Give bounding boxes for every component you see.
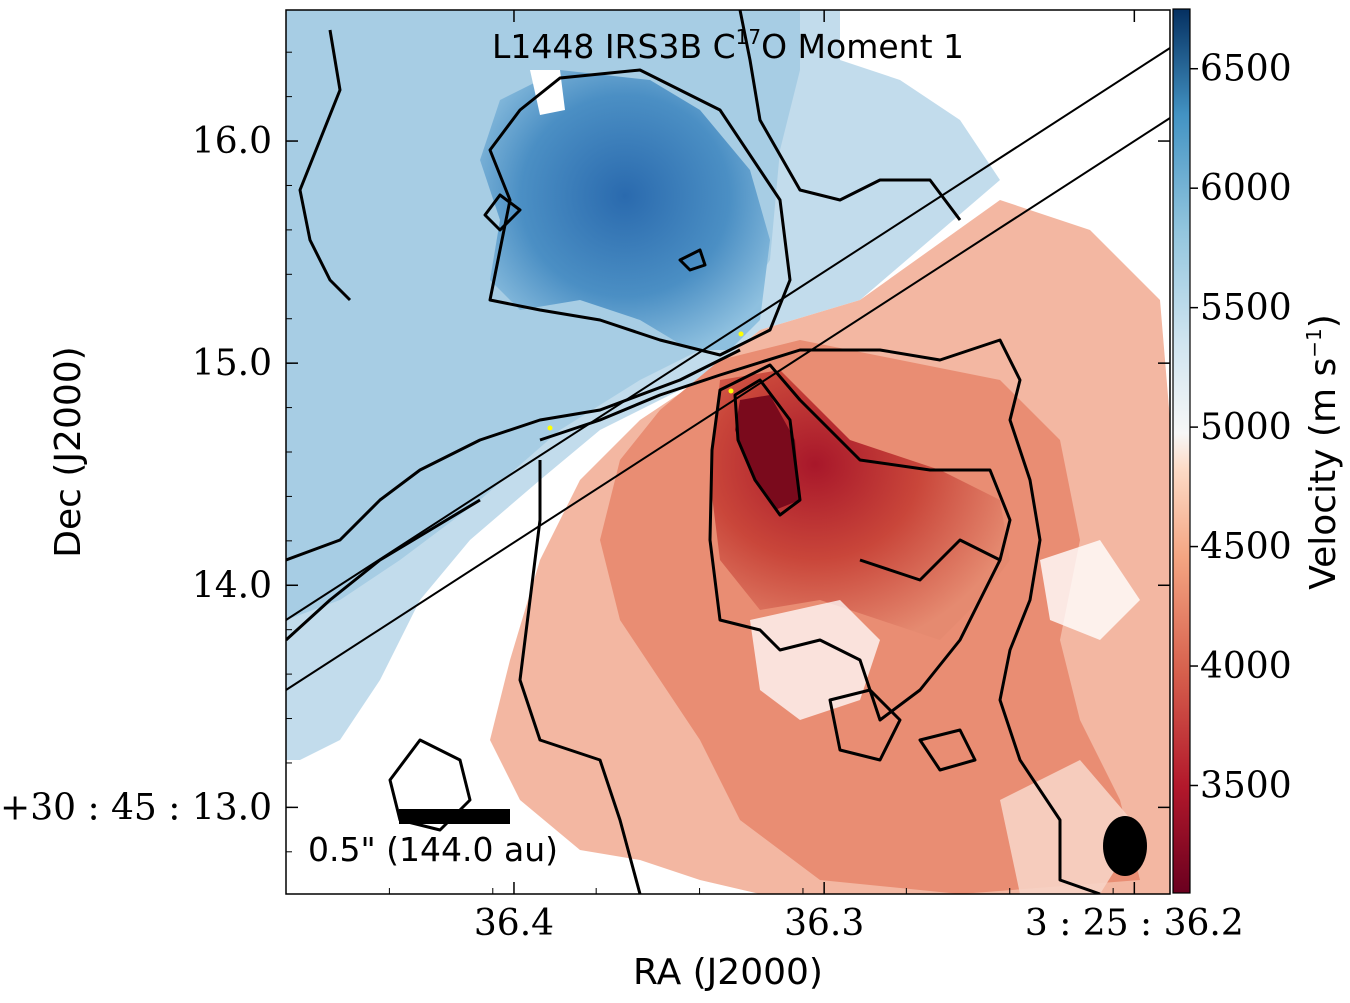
blank-patch (750, 600, 880, 720)
position-angle-lines (286, 47, 1170, 691)
y-tick-label: 14.0 (192, 565, 272, 606)
source-marker (738, 331, 744, 337)
blank-patch (286, 760, 420, 894)
colorbar-tick-label: 4000 (1200, 646, 1292, 687)
scale-bar-label: 0.5" (144.0 au) (308, 830, 558, 869)
colorbar-tick-label: 6500 (1200, 49, 1292, 90)
beam-ellipse (1103, 816, 1147, 876)
blank-patch (1040, 540, 1140, 640)
source-marker (547, 425, 553, 431)
red-peak (735, 395, 800, 510)
colorbar-gradient (1172, 8, 1191, 894)
y-tick-label: 16.0 (192, 121, 272, 162)
colorbar-tick-label: 6000 (1200, 168, 1292, 209)
colorbar-ticks: 3500 4000 4500 5000 5500 6000 6500 (1190, 49, 1292, 806)
scale-bar (399, 809, 510, 824)
contours (286, 10, 1101, 894)
x-tick-label: 36.3 (784, 903, 864, 944)
velocity-map (286, 10, 1170, 894)
source-marker (728, 388, 734, 394)
colorbar: 3500 4000 4500 5000 5500 6000 6500 Velocity (m… (1172, 8, 1344, 894)
blank-patch (1000, 760, 1140, 894)
colorbar-tick-label: 4500 (1200, 527, 1292, 568)
y-tick-label: 15.0 (192, 343, 272, 384)
x-axis-label: RA (J2000) (633, 952, 823, 993)
y-axis-label: Dec (J2000) (48, 346, 89, 557)
chart-title: L1448 IRS3B C17O Moment 1 (492, 25, 964, 66)
x-axis: 36.4 36.3 3 : 25 : 36.2 (285, 10, 1244, 944)
colorbar-tick-label: 5000 (1200, 407, 1292, 448)
y-tick-label: +30 : 45 : 13.0 (0, 787, 272, 828)
colorbar-tick-label: 5500 (1200, 288, 1292, 329)
blue-core (480, 70, 770, 350)
y-axis: +30 : 45 : 13.0 14.0 15.0 16.0 (0, 51, 1170, 853)
colorbar-tick-label: 3500 (1200, 765, 1292, 806)
colorbar-label: Velocity (m s−1) (1302, 314, 1344, 590)
x-tick-label: 36.4 (474, 903, 554, 944)
x-tick-label: 3 : 25 : 36.2 (1025, 903, 1244, 944)
